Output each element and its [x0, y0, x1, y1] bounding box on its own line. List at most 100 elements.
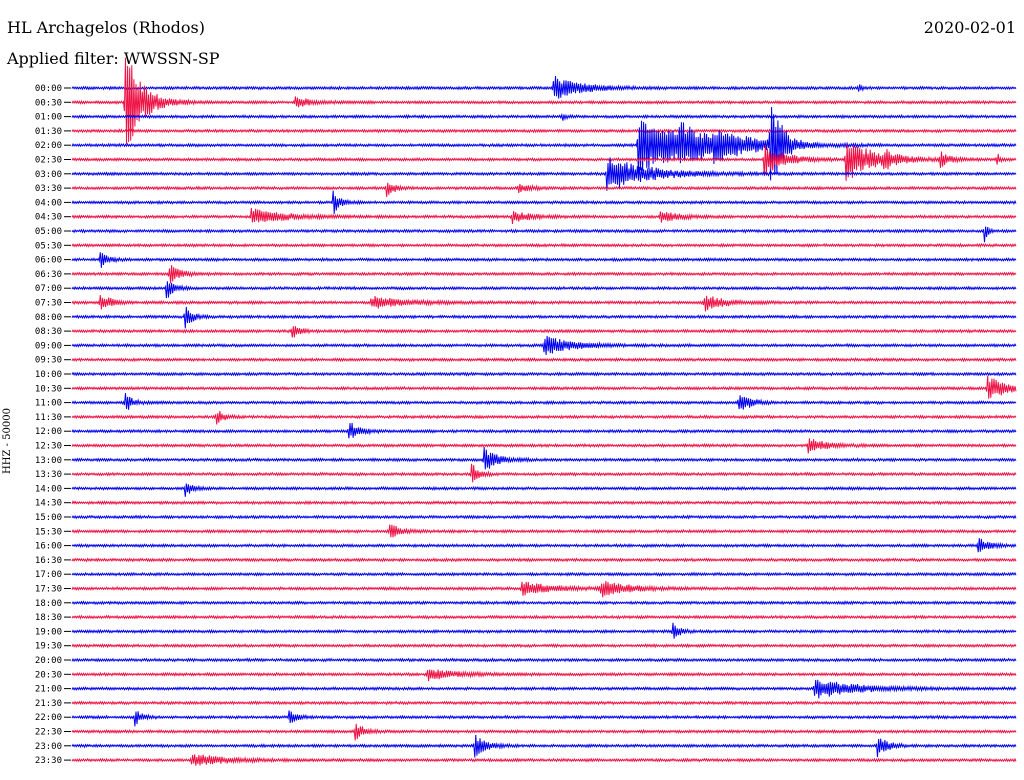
seismic-trace-row [71, 422, 1017, 439]
row-tick-label: 01:30 [35, 127, 62, 137]
row-tick-label: 19:00 [35, 627, 62, 637]
seismic-trace-row [71, 326, 1017, 338]
seismic-trace-row [71, 410, 1017, 425]
seismic-trace-row [71, 265, 1017, 284]
seismic-trace-row [71, 669, 1017, 682]
seismic-trace-row [71, 679, 1017, 699]
chart-subtitle: Applied filter: WWSSN-SP [7, 49, 220, 68]
tick-group: 00:00 00:30 01:00 01:30 02:00 02:30 03:00 03:30… [35, 84, 71, 766]
row-tick-label: 20:30 [35, 670, 62, 680]
row-tick-label: 06:30 [35, 270, 62, 280]
row-tick-label: 05:30 [35, 241, 62, 251]
row-tick-label: 21:30 [35, 699, 62, 709]
seismic-trace-row [71, 723, 1017, 741]
row-tick-label: 22:30 [35, 728, 62, 738]
seismic-trace-row [71, 144, 1017, 181]
seismic-trace-row [71, 463, 1017, 483]
seismic-trace-row [71, 128, 1017, 134]
row-tick-label: 02:00 [35, 141, 62, 151]
row-tick-label: 12:00 [35, 427, 62, 437]
seismic-trace-row [71, 614, 1017, 620]
chart-date: 2020-02-01 [923, 18, 1016, 37]
row-tick-label: 10:00 [35, 370, 62, 380]
row-tick-label: 16:30 [35, 556, 62, 566]
row-tick-label: 11:30 [35, 413, 62, 423]
seismic-trace-row [71, 207, 1017, 225]
row-tick-label: 08:00 [35, 313, 62, 323]
seismic-trace-row [71, 754, 1017, 766]
row-tick-label: 03:00 [35, 170, 62, 180]
seismic-trace-row [71, 500, 1017, 506]
row-tick-label: 17:30 [35, 585, 62, 595]
row-tick-label: 23:30 [35, 756, 62, 766]
seismic-trace-row [71, 657, 1017, 663]
row-tick-label: 18:00 [35, 599, 62, 609]
row-tick-label: 18:30 [35, 613, 62, 623]
seismic-trace-row [71, 252, 1017, 268]
row-tick-label: 07:30 [35, 299, 62, 309]
row-tick-label: 04:30 [35, 213, 62, 223]
row-tick-label: 22:00 [35, 713, 62, 723]
row-tick-label: 12:30 [35, 442, 62, 452]
seismic-trace-row [71, 335, 1017, 356]
seismic-trace-row [71, 112, 1017, 121]
seismic-trace-row [71, 571, 1017, 577]
row-tick-label: 20:00 [35, 656, 62, 666]
seismic-trace-row [71, 306, 1017, 329]
seismic-trace-row [71, 710, 1017, 727]
row-tick-label: 11:00 [35, 399, 62, 409]
seismic-trace-row [71, 190, 1017, 214]
row-tick-label: 00:30 [35, 98, 62, 108]
seismic-trace-row [71, 446, 1017, 470]
row-tick-label: 07:00 [35, 284, 62, 294]
seismic-trace-row [71, 483, 1017, 497]
seismic-trace-row [71, 581, 1017, 598]
seismic-trace-row [71, 524, 1017, 538]
row-tick-label: 13:00 [35, 456, 62, 466]
seismic-trace-row [71, 438, 1017, 454]
seismic-trace-row [71, 75, 1017, 99]
seismic-trace-row [71, 375, 1017, 399]
seismic-trace-row [71, 514, 1017, 520]
row-tick-label: 19:30 [35, 642, 62, 652]
seismic-trace-row [71, 700, 1017, 706]
seismic-trace-row [71, 371, 1017, 377]
row-tick-label: 06:00 [35, 256, 62, 266]
row-tick-label: 09:00 [35, 341, 62, 351]
row-tick-label: 08:30 [35, 327, 62, 337]
row-tick-label: 00:00 [35, 84, 62, 94]
seismic-trace-row [71, 557, 1017, 563]
row-tick-label: 23:00 [35, 742, 62, 752]
row-tick-label: 02:30 [35, 156, 62, 166]
seismic-trace-row [71, 281, 1017, 299]
row-tick-label: 09:30 [35, 356, 62, 366]
seismic-trace-row [71, 642, 1017, 649]
seismic-trace-row [71, 538, 1017, 553]
row-tick-label: 15:30 [35, 527, 62, 537]
chart-title: HL Archagelos (Rhodos) [7, 18, 205, 37]
seismic-trace-row [71, 392, 1017, 410]
row-tick-label: 16:00 [35, 542, 62, 552]
seismic-trace-row [71, 157, 1017, 191]
seismic-trace-row [71, 182, 1017, 197]
row-tick-label: 21:00 [35, 685, 62, 695]
row-tick-label: 04:00 [35, 198, 62, 208]
row-tick-label: 15:00 [35, 513, 62, 523]
seismic-trace-row [71, 106, 1017, 181]
row-tick-label: 13:30 [35, 470, 62, 480]
seismic-trace-row [71, 734, 1017, 758]
row-tick-label: 14:30 [35, 499, 62, 509]
trace-group [71, 57, 1017, 766]
seismic-trace-row [71, 622, 1017, 639]
seismic-trace-row [71, 294, 1017, 312]
seismic-trace-row [71, 356, 1017, 363]
seismic-trace-row [71, 226, 1017, 243]
row-tick-label: 01:00 [35, 113, 62, 123]
seismic-trace-row [71, 57, 1017, 145]
row-tick-label: 03:30 [35, 184, 62, 194]
row-tick-label: 14:00 [35, 484, 62, 494]
row-tick-label: 10:30 [35, 384, 62, 394]
seismic-trace-row [71, 242, 1017, 248]
row-tick-label: 05:00 [35, 227, 62, 237]
